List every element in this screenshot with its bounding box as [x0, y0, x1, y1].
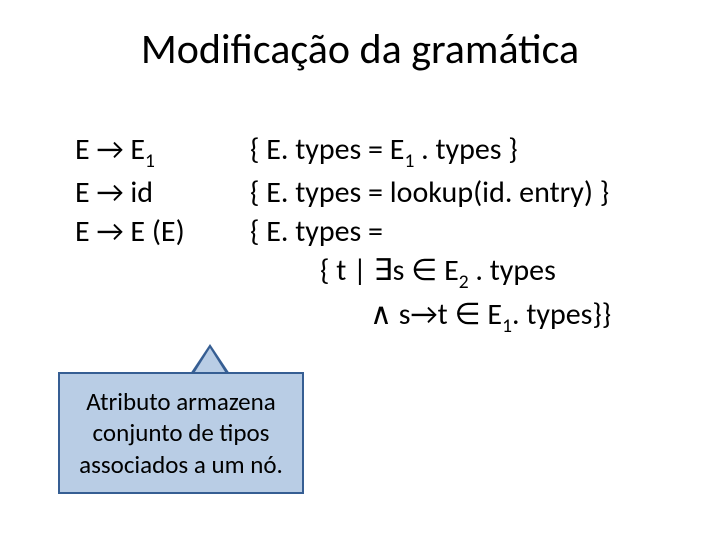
callout: Atributo armazena conjunto de tipos asso… [58, 342, 304, 497]
text: E [437, 252, 458, 289]
element-of-icon: ∈ [455, 296, 481, 333]
grammar-rules: E → E1 { E. types = E1 . types } E → id … [75, 130, 611, 338]
callout-pointer-fill [193, 348, 227, 375]
text: E [75, 174, 96, 211]
and-icon: ∧ [370, 296, 392, 333]
subscript: 1 [502, 314, 512, 338]
rule-2: E → id { E. types = lookup(id. entry) } [75, 173, 611, 212]
text: E [124, 131, 145, 168]
text: . types } [414, 131, 517, 168]
text: E [75, 213, 96, 250]
rule-1-lhs: E → E1 [75, 130, 250, 173]
rule-3-lhs: E → E (E) [75, 212, 250, 251]
text: s [393, 252, 412, 289]
arrow-icon: → [96, 174, 123, 211]
subscript: 1 [145, 149, 155, 173]
rule-3: E → E (E) { E. types = [75, 212, 611, 251]
text: { E. types = E [250, 131, 404, 168]
rule-3-line2: { t | ∃s ∈ E2 . types [320, 251, 611, 294]
slide-title: Modificação da gramática [0, 24, 720, 75]
slide: Modificação da gramática E → E1 { E. typ… [0, 0, 720, 540]
subscript: 2 [459, 270, 469, 294]
text: E [481, 296, 502, 333]
text: { t | [320, 252, 374, 289]
rule-1-rhs: { E. types = E1 . types } [250, 130, 518, 173]
text: id [124, 174, 153, 211]
text: t [438, 296, 455, 333]
text: s [392, 296, 411, 333]
rule-3-line3: ∧ s→t ∈ E1. types}} [370, 295, 611, 338]
text: . types [469, 252, 556, 289]
element-of-icon: ∈ [411, 252, 437, 289]
subscript: 1 [404, 149, 414, 173]
arrow-icon: → [96, 131, 123, 168]
text: E (E) [124, 213, 185, 250]
rule-2-lhs: E → id [75, 173, 250, 212]
text: E [75, 131, 96, 168]
rule-2-rhs: { E. types = lookup(id. entry) } [250, 173, 609, 212]
rule-1: E → E1 { E. types = E1 . types } [75, 130, 611, 173]
arrow-icon: → [410, 296, 437, 333]
arrow-icon: → [96, 213, 123, 250]
exists-icon: ∃ [374, 252, 393, 289]
callout-box: Atributo armazena conjunto de tipos asso… [58, 372, 304, 494]
text: . types}} [512, 296, 611, 333]
rule-3-rhs: { E. types = [250, 212, 383, 251]
callout-text: Atributo armazena conjunto de tipos asso… [68, 386, 294, 480]
